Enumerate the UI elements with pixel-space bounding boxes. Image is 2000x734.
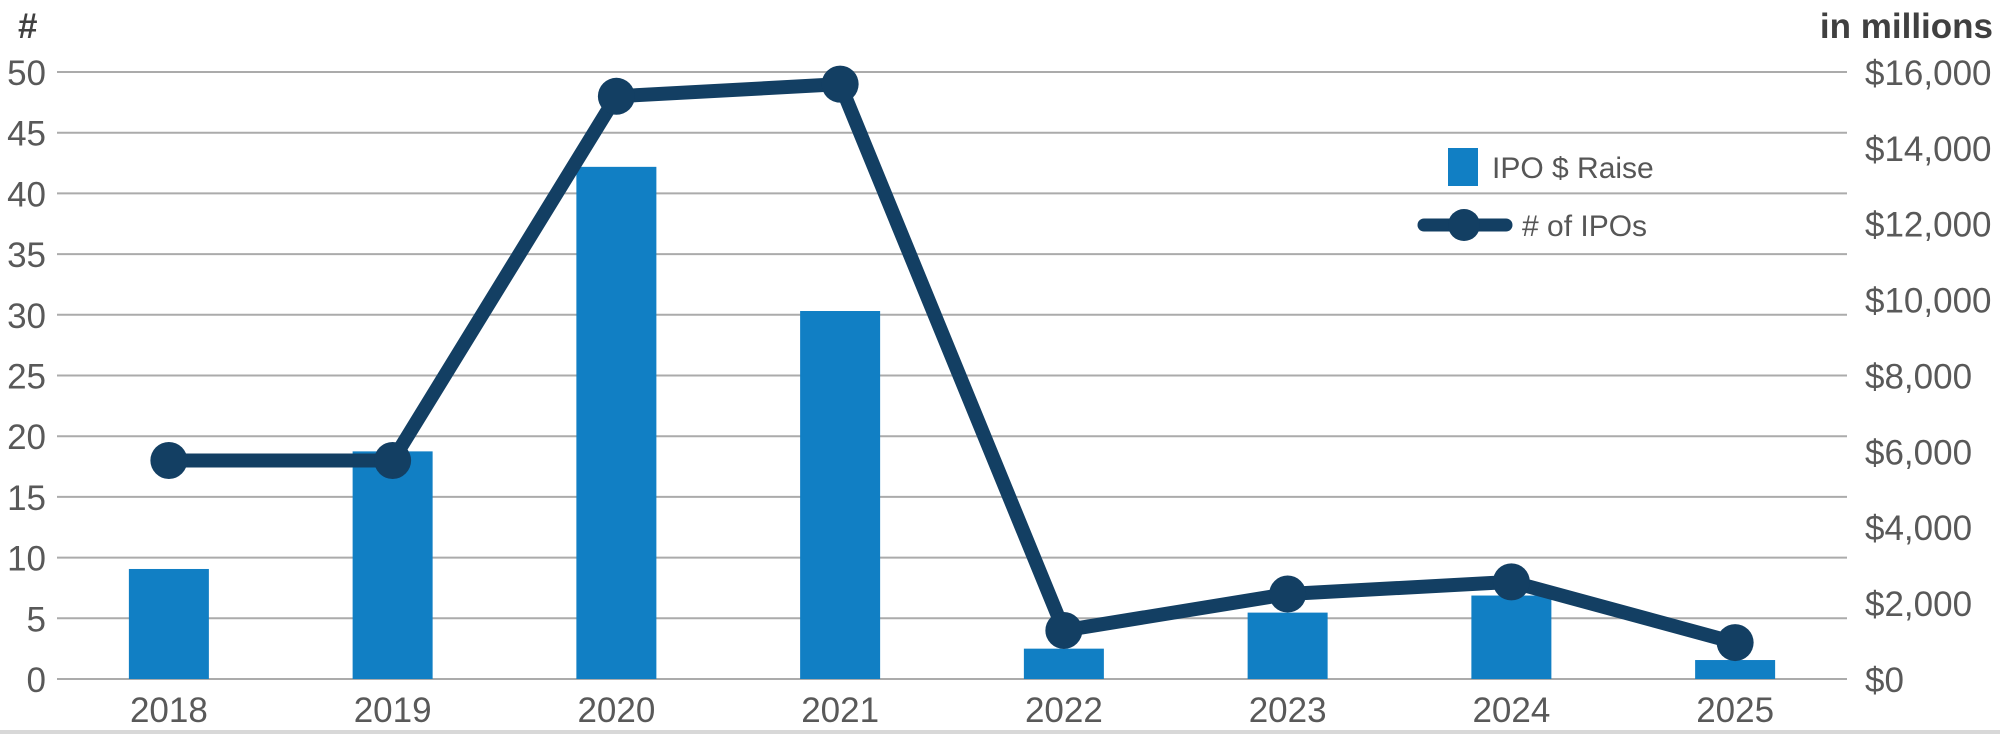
right-axis-tick-labels: $0 $2,000 $4,000 $6,000 $8,000 $10,000 $12,000…: [1865, 54, 1992, 700]
left-tick-label: 40: [7, 175, 46, 214]
left-tick-label: 45: [7, 115, 46, 154]
right-tick-label: $2,000: [1865, 585, 1972, 624]
right-tick-label: $10,000: [1865, 282, 1992, 321]
left-tick-label: 35: [7, 236, 46, 275]
bar-2019: [352, 451, 433, 679]
line-dot-2025: [1716, 624, 1754, 662]
bar-2022: [1023, 648, 1104, 679]
legend: IPO $ Raise # of IPOs: [1417, 148, 1654, 243]
legend-bar-swatch: [1448, 148, 1478, 186]
line-dot-2024: [1492, 563, 1530, 601]
left-tick-label: 50: [7, 54, 46, 93]
x-tick-label: 2025: [1696, 691, 1774, 730]
right-tick-label: $4,000: [1865, 509, 1972, 548]
left-axis-title: #: [18, 7, 37, 46]
bar-2023: [1247, 612, 1328, 679]
x-tick-label: 2018: [130, 691, 208, 730]
line-dot-2023: [1269, 575, 1307, 613]
bar-2020: [576, 166, 657, 679]
left-tick-label: 25: [7, 357, 46, 396]
left-tick-label: 0: [27, 661, 46, 700]
bar-2025: [1695, 660, 1776, 679]
x-tick-label: 2022: [1025, 691, 1103, 730]
line-series-num-ipos: [150, 65, 1754, 662]
line-dot-2018: [150, 441, 188, 479]
right-tick-label: $8,000: [1865, 357, 1972, 396]
bottom-border: [0, 730, 2000, 734]
left-axis-tick-labels: 0 5 10 15 20 25 30 35 40 45 50: [7, 54, 46, 700]
x-tick-label: 2024: [1472, 691, 1550, 730]
right-tick-label: $6,000: [1865, 433, 1972, 472]
right-tick-label: $16,000: [1865, 54, 1992, 93]
right-tick-label: $14,000: [1865, 130, 1992, 169]
bar-2018: [128, 568, 209, 679]
left-tick-label: 15: [7, 479, 46, 518]
left-tick-label: 5: [27, 600, 46, 639]
legend-label-num-ipos: # of IPOs: [1522, 210, 1647, 243]
left-tick-label: 30: [7, 297, 46, 336]
legend-line-dot: [1448, 209, 1480, 241]
x-axis-labels: 2018 2019 2020 2021 2022 2023 2024 2025: [130, 691, 1774, 730]
ipo-count-line: [161, 77, 1743, 650]
x-tick-label: 2021: [801, 691, 879, 730]
left-tick-label: 10: [7, 540, 46, 579]
line-dot-2022: [1045, 611, 1083, 649]
line-dot-2020: [597, 77, 635, 115]
line-dot-2021: [821, 65, 859, 103]
x-tick-label: 2023: [1249, 691, 1327, 730]
left-tick-label: 20: [7, 418, 46, 457]
right-axis-title: in millions: [1820, 7, 1993, 46]
x-tick-label: 2019: [354, 691, 432, 730]
bar-2024: [1471, 595, 1552, 679]
x-tick-label: 2020: [577, 691, 655, 730]
legend-label-ipo-raise: IPO $ Raise: [1492, 152, 1654, 185]
right-tick-label: $0: [1865, 661, 1904, 700]
bar-2021: [800, 311, 881, 679]
right-tick-label: $12,000: [1865, 206, 1992, 245]
bar-series-ipo-raise: [128, 166, 1776, 679]
line-dot-2019: [374, 441, 412, 479]
